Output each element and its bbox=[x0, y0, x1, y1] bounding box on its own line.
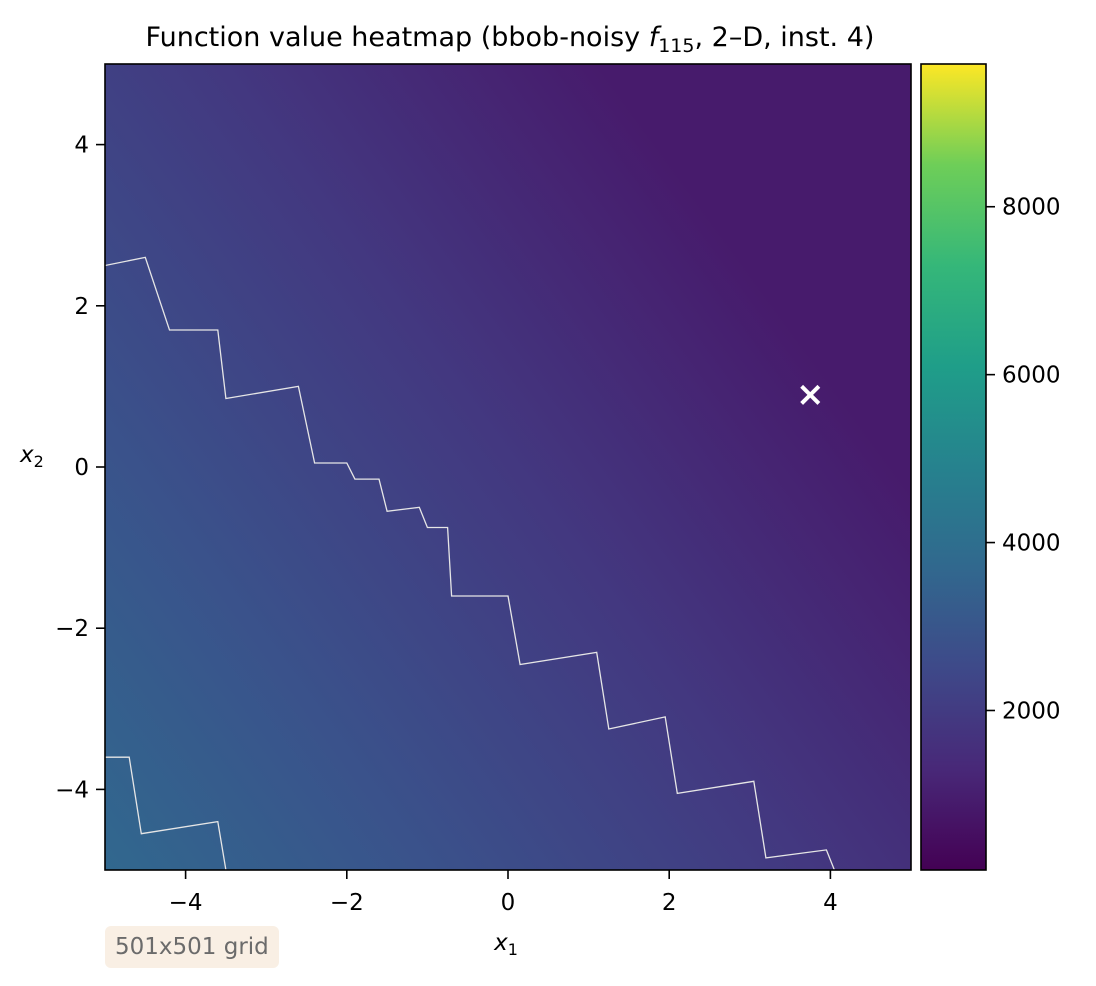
chart-title-rest: , 2–D, inst. 4) bbox=[694, 22, 874, 53]
contour-lines bbox=[105, 256, 836, 870]
y-tick-label: 4 bbox=[74, 133, 89, 159]
y-axis-label: x2 bbox=[19, 442, 44, 471]
y-tick-label: 0 bbox=[74, 455, 89, 481]
grid-size-note: 501x501 grid bbox=[105, 926, 279, 968]
x-axis-label-subscript: 1 bbox=[508, 940, 518, 959]
x-axis-label: x1 bbox=[493, 930, 518, 959]
x-axis: −4 −2 0 2 4 bbox=[169, 870, 838, 916]
colorbar-axis: 2000 4000 6000 8000 bbox=[986, 195, 1061, 724]
y-axis: −4 −2 0 2 4 bbox=[55, 133, 105, 803]
x-tick-label: 2 bbox=[662, 890, 677, 916]
x-tick-label: −4 bbox=[169, 890, 203, 916]
chart-title: Function value heatmap (bbob-noisy f115,… bbox=[146, 22, 875, 57]
x-axis-label-text: x bbox=[493, 930, 508, 956]
x-tick-label: −2 bbox=[330, 890, 364, 916]
x-tick-label: 0 bbox=[501, 890, 516, 916]
y-axis-label-subscript: 2 bbox=[34, 452, 44, 471]
heatmap-field bbox=[105, 64, 911, 870]
y-tick-label: 2 bbox=[74, 294, 89, 320]
y-tick-label: −4 bbox=[55, 777, 89, 803]
colorbar bbox=[920, 63, 987, 871]
colorbar-tick-label: 8000 bbox=[1002, 195, 1061, 221]
y-tick-label: −2 bbox=[55, 616, 89, 642]
x-tick-label: 4 bbox=[823, 890, 838, 916]
chart-title-text: Function value heatmap (bbob-noisy bbox=[146, 22, 649, 53]
colorbar-tick-label: 6000 bbox=[1002, 363, 1061, 389]
colorbar-tick-label: 4000 bbox=[1002, 531, 1061, 557]
optimum-marker: × bbox=[796, 374, 825, 414]
contour-line-2 bbox=[105, 756, 227, 870]
y-axis-label-text: x bbox=[19, 442, 34, 468]
chart-title-subscript: 115 bbox=[658, 35, 694, 57]
colorbar-tick-label: 2000 bbox=[1002, 698, 1061, 724]
contour-line-1 bbox=[105, 256, 836, 870]
